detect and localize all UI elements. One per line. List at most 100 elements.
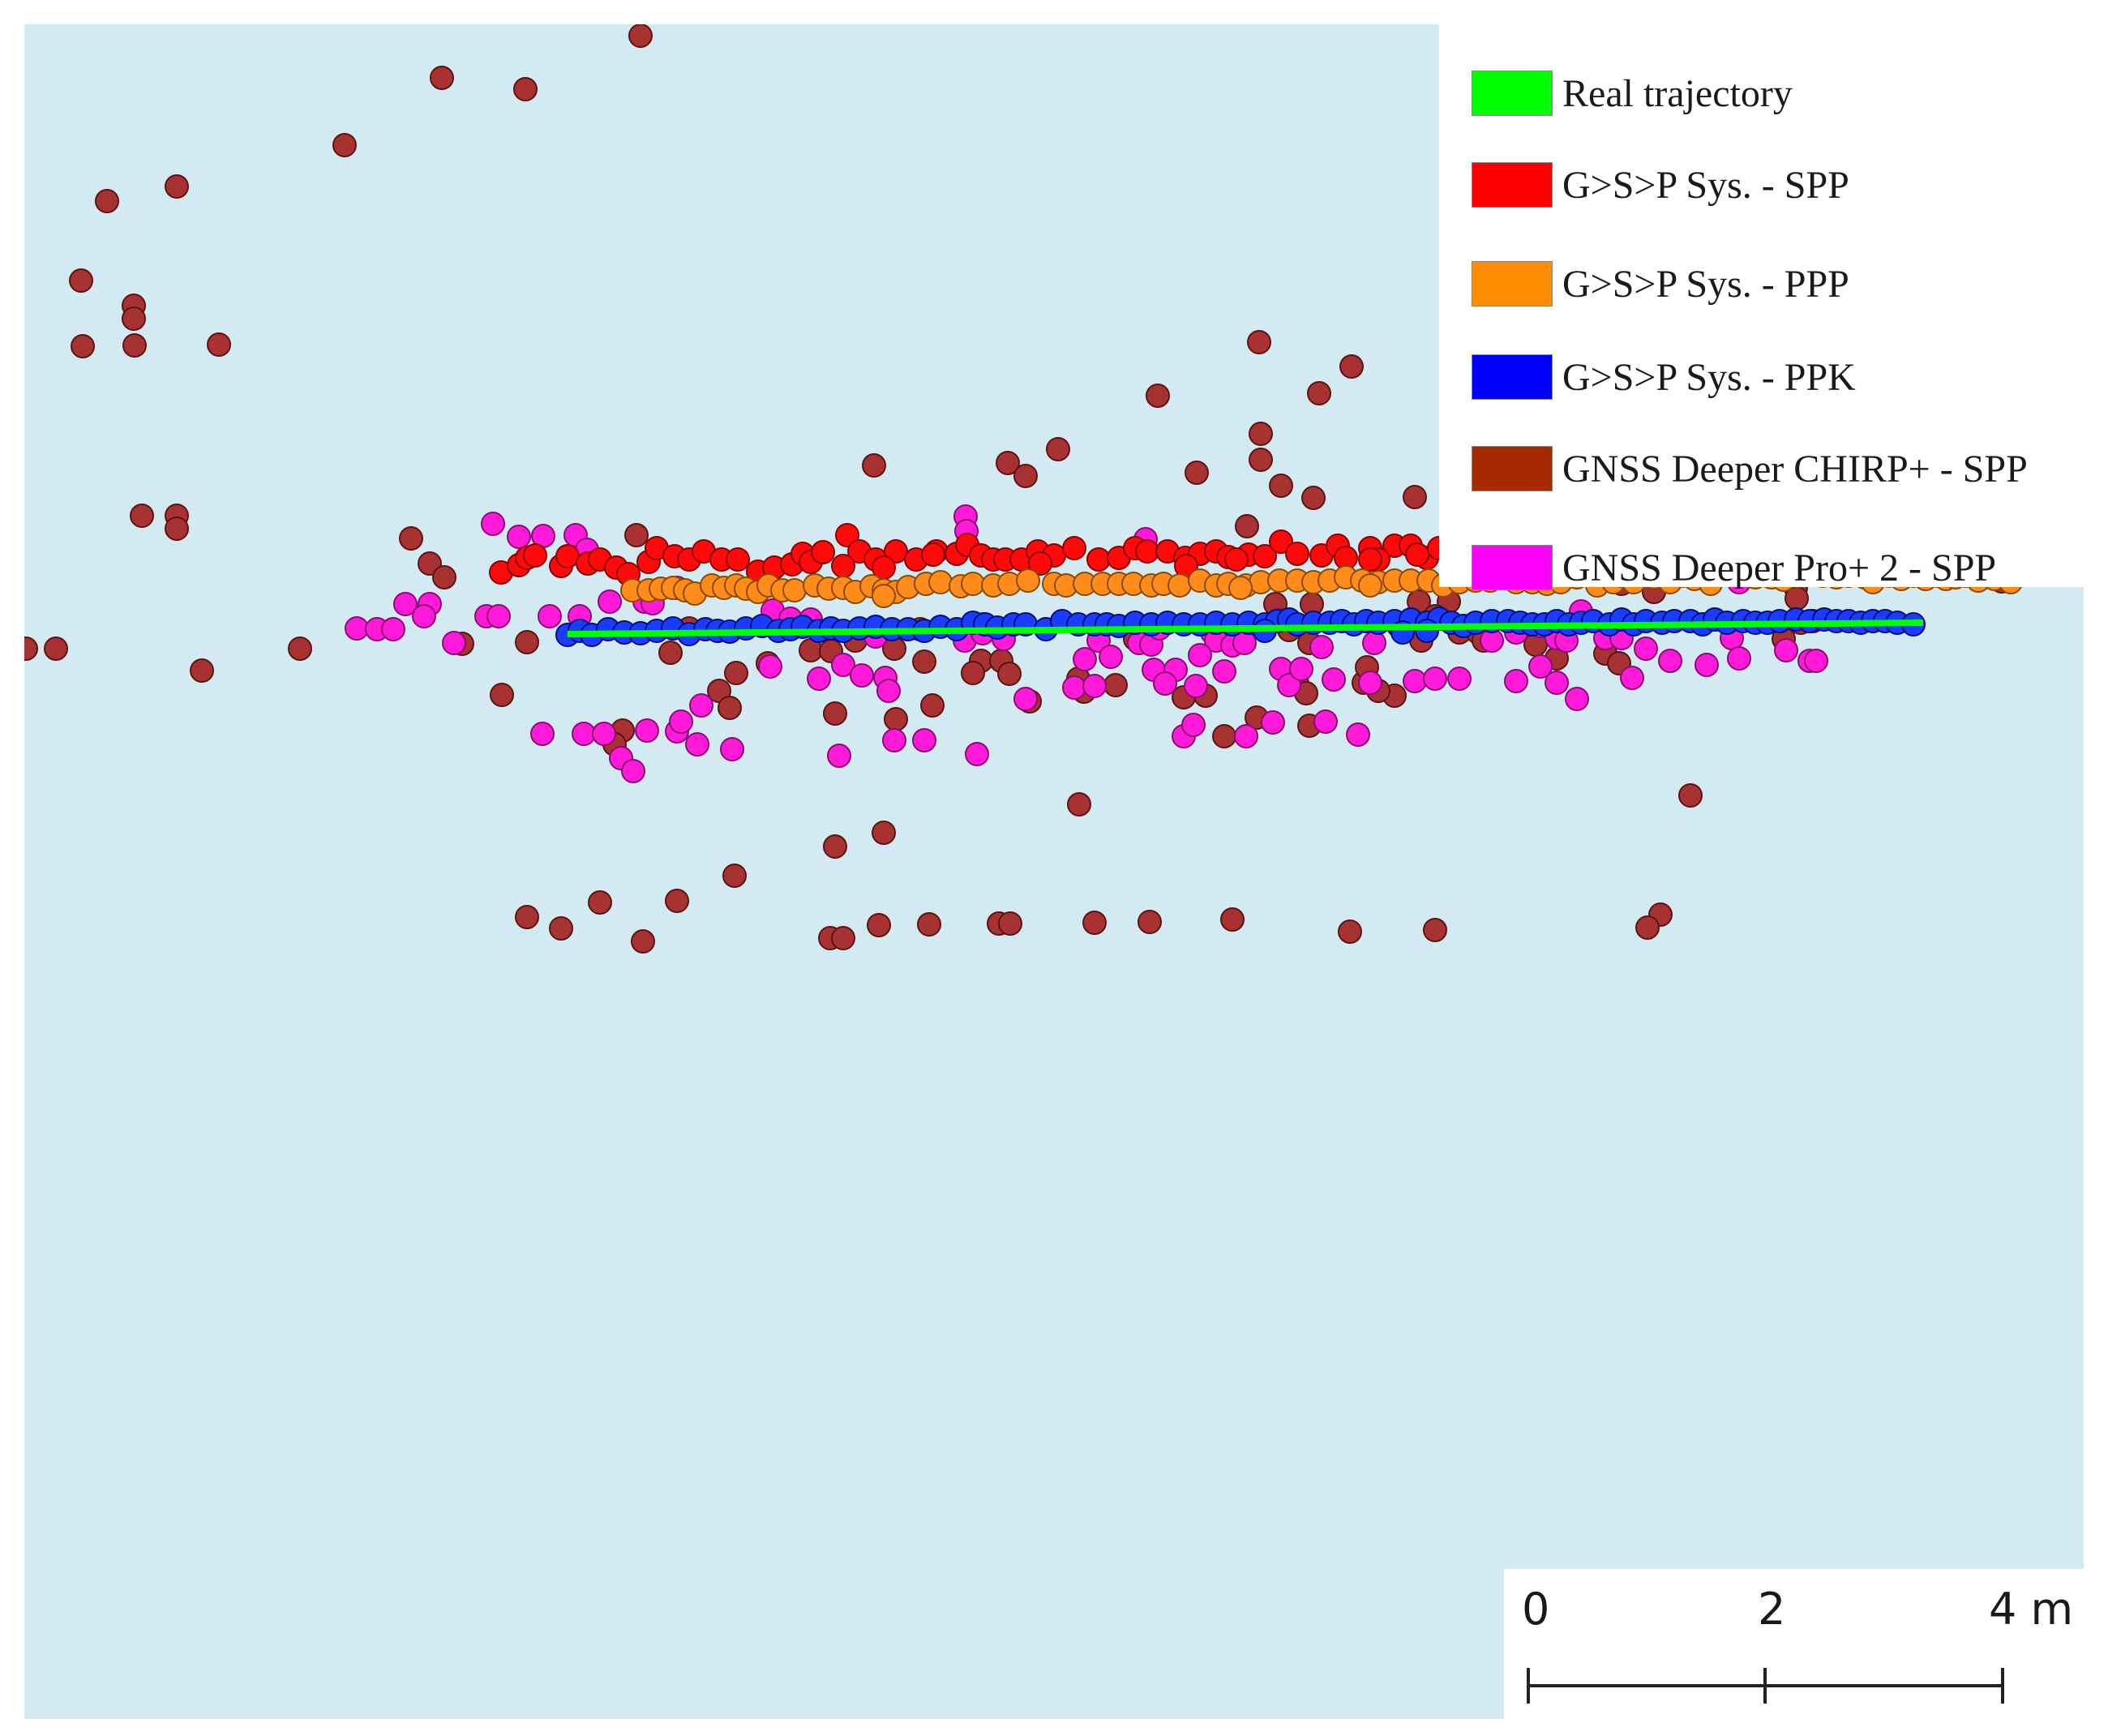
- deeper-chirp-point[interactable]: [44, 637, 68, 661]
- deeper-pro-point[interactable]: [1212, 659, 1236, 684]
- deeper-chirp-point[interactable]: [1635, 915, 1660, 940]
- deeper-chirp-point[interactable]: [432, 565, 456, 589]
- deeper-pro-point[interactable]: [345, 616, 369, 641]
- deeper-chirp-point[interactable]: [165, 517, 189, 541]
- gsp-spp-point[interactable]: [1358, 547, 1382, 572]
- deeper-chirp-point[interactable]: [912, 649, 936, 674]
- deeper-pro-point[interactable]: [1504, 669, 1528, 693]
- deeper-chirp-point[interactable]: [624, 523, 649, 547]
- deeper-pro-point[interactable]: [1620, 666, 1644, 690]
- deeper-chirp-point[interactable]: [917, 912, 941, 937]
- deeper-pro-point[interactable]: [381, 617, 405, 641]
- gsp-spp-point[interactable]: [1086, 547, 1111, 572]
- deeper-chirp-point[interactable]: [1067, 792, 1091, 817]
- deeper-chirp-point[interactable]: [862, 453, 886, 478]
- deeper-pro-point[interactable]: [1013, 687, 1038, 711]
- deeper-chirp-point[interactable]: [1338, 919, 1362, 944]
- deeper-pro-point[interactable]: [592, 722, 616, 746]
- deeper-pro-point[interactable]: [1099, 645, 1123, 669]
- deeper-chirp-point[interactable]: [1301, 486, 1326, 510]
- deeper-chirp-point[interactable]: [190, 658, 214, 683]
- gsp-spp-point[interactable]: [1224, 547, 1249, 572]
- gsp-spp-point[interactable]: [1269, 529, 1293, 554]
- deeper-chirp-point[interactable]: [1678, 783, 1703, 808]
- deeper-pro-point[interactable]: [393, 592, 418, 616]
- deeper-pro-point[interactable]: [1727, 646, 1751, 671]
- deeper-chirp-point[interactable]: [1249, 422, 1273, 446]
- deeper-chirp-point[interactable]: [1247, 330, 1271, 354]
- deeper-chirp-point[interactable]: [1046, 437, 1070, 461]
- deeper-pro-point[interactable]: [1346, 722, 1370, 747]
- gsp-ppp-point[interactable]: [961, 572, 985, 596]
- gsp-ppp-point[interactable]: [928, 570, 953, 594]
- deeper-chirp-point[interactable]: [165, 174, 189, 199]
- deeper-pro-point[interactable]: [1528, 654, 1553, 679]
- deeper-chirp-point[interactable]: [997, 662, 1022, 686]
- deeper-chirp-point[interactable]: [288, 637, 312, 661]
- deeper-chirp-point[interactable]: [332, 133, 357, 157]
- deeper-pro-point[interactable]: [481, 512, 505, 536]
- deeper-pro-point[interactable]: [1658, 649, 1682, 673]
- deeper-chirp-point[interactable]: [95, 189, 119, 213]
- deeper-chirp-point[interactable]: [430, 66, 454, 90]
- deeper-chirp-point[interactable]: [724, 661, 748, 685]
- deeper-chirp-point[interactable]: [1185, 461, 1209, 485]
- deeper-pro-point[interactable]: [572, 722, 596, 746]
- deeper-pro-point[interactable]: [1313, 709, 1338, 734]
- deeper-chirp-point[interactable]: [1138, 910, 1162, 934]
- deeper-chirp-point[interactable]: [831, 926, 855, 950]
- deeper-chirp-point[interactable]: [996, 451, 1020, 475]
- gsp-spp-point[interactable]: [726, 547, 750, 572]
- deeper-chirp-point[interactable]: [1220, 907, 1245, 932]
- deeper-pro-point[interactable]: [1423, 667, 1447, 691]
- deeper-pro-point[interactable]: [831, 653, 855, 677]
- deeper-pro-point[interactable]: [1565, 687, 1589, 711]
- deeper-pro-point[interactable]: [1153, 671, 1177, 696]
- deeper-chirp-point[interactable]: [69, 268, 93, 293]
- deeper-chirp-point[interactable]: [665, 889, 689, 913]
- deeper-chirp-point[interactable]: [631, 929, 655, 954]
- deeper-chirp-point[interactable]: [658, 641, 683, 665]
- deeper-chirp-point[interactable]: [515, 630, 539, 654]
- deeper-pro-point[interactable]: [1634, 637, 1658, 661]
- deeper-pro-point[interactable]: [1309, 635, 1334, 659]
- deeper-chirp-point[interactable]: [122, 306, 146, 331]
- deeper-pro-point[interactable]: [1277, 673, 1301, 697]
- deeper-pro-point[interactable]: [912, 728, 936, 752]
- deeper-chirp-point[interactable]: [884, 707, 908, 731]
- deeper-pro-point[interactable]: [1234, 724, 1258, 748]
- gsp-ppp-point[interactable]: [782, 578, 807, 602]
- deeper-chirp-point[interactable]: [1249, 448, 1273, 472]
- deeper-pro-point[interactable]: [507, 525, 531, 549]
- deeper-chirp-point[interactable]: [24, 637, 38, 661]
- gsp-spp-point[interactable]: [831, 554, 855, 578]
- deeper-chirp-point[interactable]: [961, 661, 985, 685]
- deeper-pro-point[interactable]: [965, 742, 989, 766]
- gsp-ppk-point[interactable]: [1415, 619, 1439, 643]
- deeper-chirp-point[interactable]: [920, 693, 945, 718]
- deeper-chirp-point[interactable]: [1013, 464, 1038, 488]
- deeper-pro-point[interactable]: [1362, 631, 1386, 655]
- deeper-pro-point[interactable]: [1188, 643, 1212, 667]
- deeper-pro-point[interactable]: [1322, 667, 1346, 692]
- deeper-pro-point[interactable]: [720, 737, 744, 761]
- deeper-pro-point[interactable]: [827, 744, 851, 768]
- gsp-spp-point[interactable]: [1062, 536, 1086, 560]
- deeper-chirp-point[interactable]: [1103, 673, 1128, 697]
- deeper-chirp-point[interactable]: [1082, 911, 1107, 935]
- deeper-chirp-point[interactable]: [1307, 381, 1331, 405]
- deeper-chirp-point[interactable]: [1423, 918, 1447, 942]
- deeper-chirp-point[interactable]: [207, 332, 231, 357]
- deeper-chirp-point[interactable]: [549, 916, 573, 941]
- deeper-chirp-point[interactable]: [588, 890, 612, 915]
- deeper-chirp-point[interactable]: [628, 24, 653, 48]
- deeper-chirp-point[interactable]: [1403, 485, 1427, 509]
- deeper-pro-point[interactable]: [807, 667, 831, 691]
- deeper-pro-point[interactable]: [442, 631, 466, 655]
- gsp-spp-point[interactable]: [523, 543, 547, 568]
- deeper-pro-point[interactable]: [635, 718, 659, 743]
- deeper-pro-point[interactable]: [1804, 649, 1828, 673]
- gsp-ppp-point[interactable]: [1228, 576, 1253, 600]
- deeper-pro-point[interactable]: [1073, 647, 1097, 671]
- deeper-chirp-point[interactable]: [998, 911, 1022, 936]
